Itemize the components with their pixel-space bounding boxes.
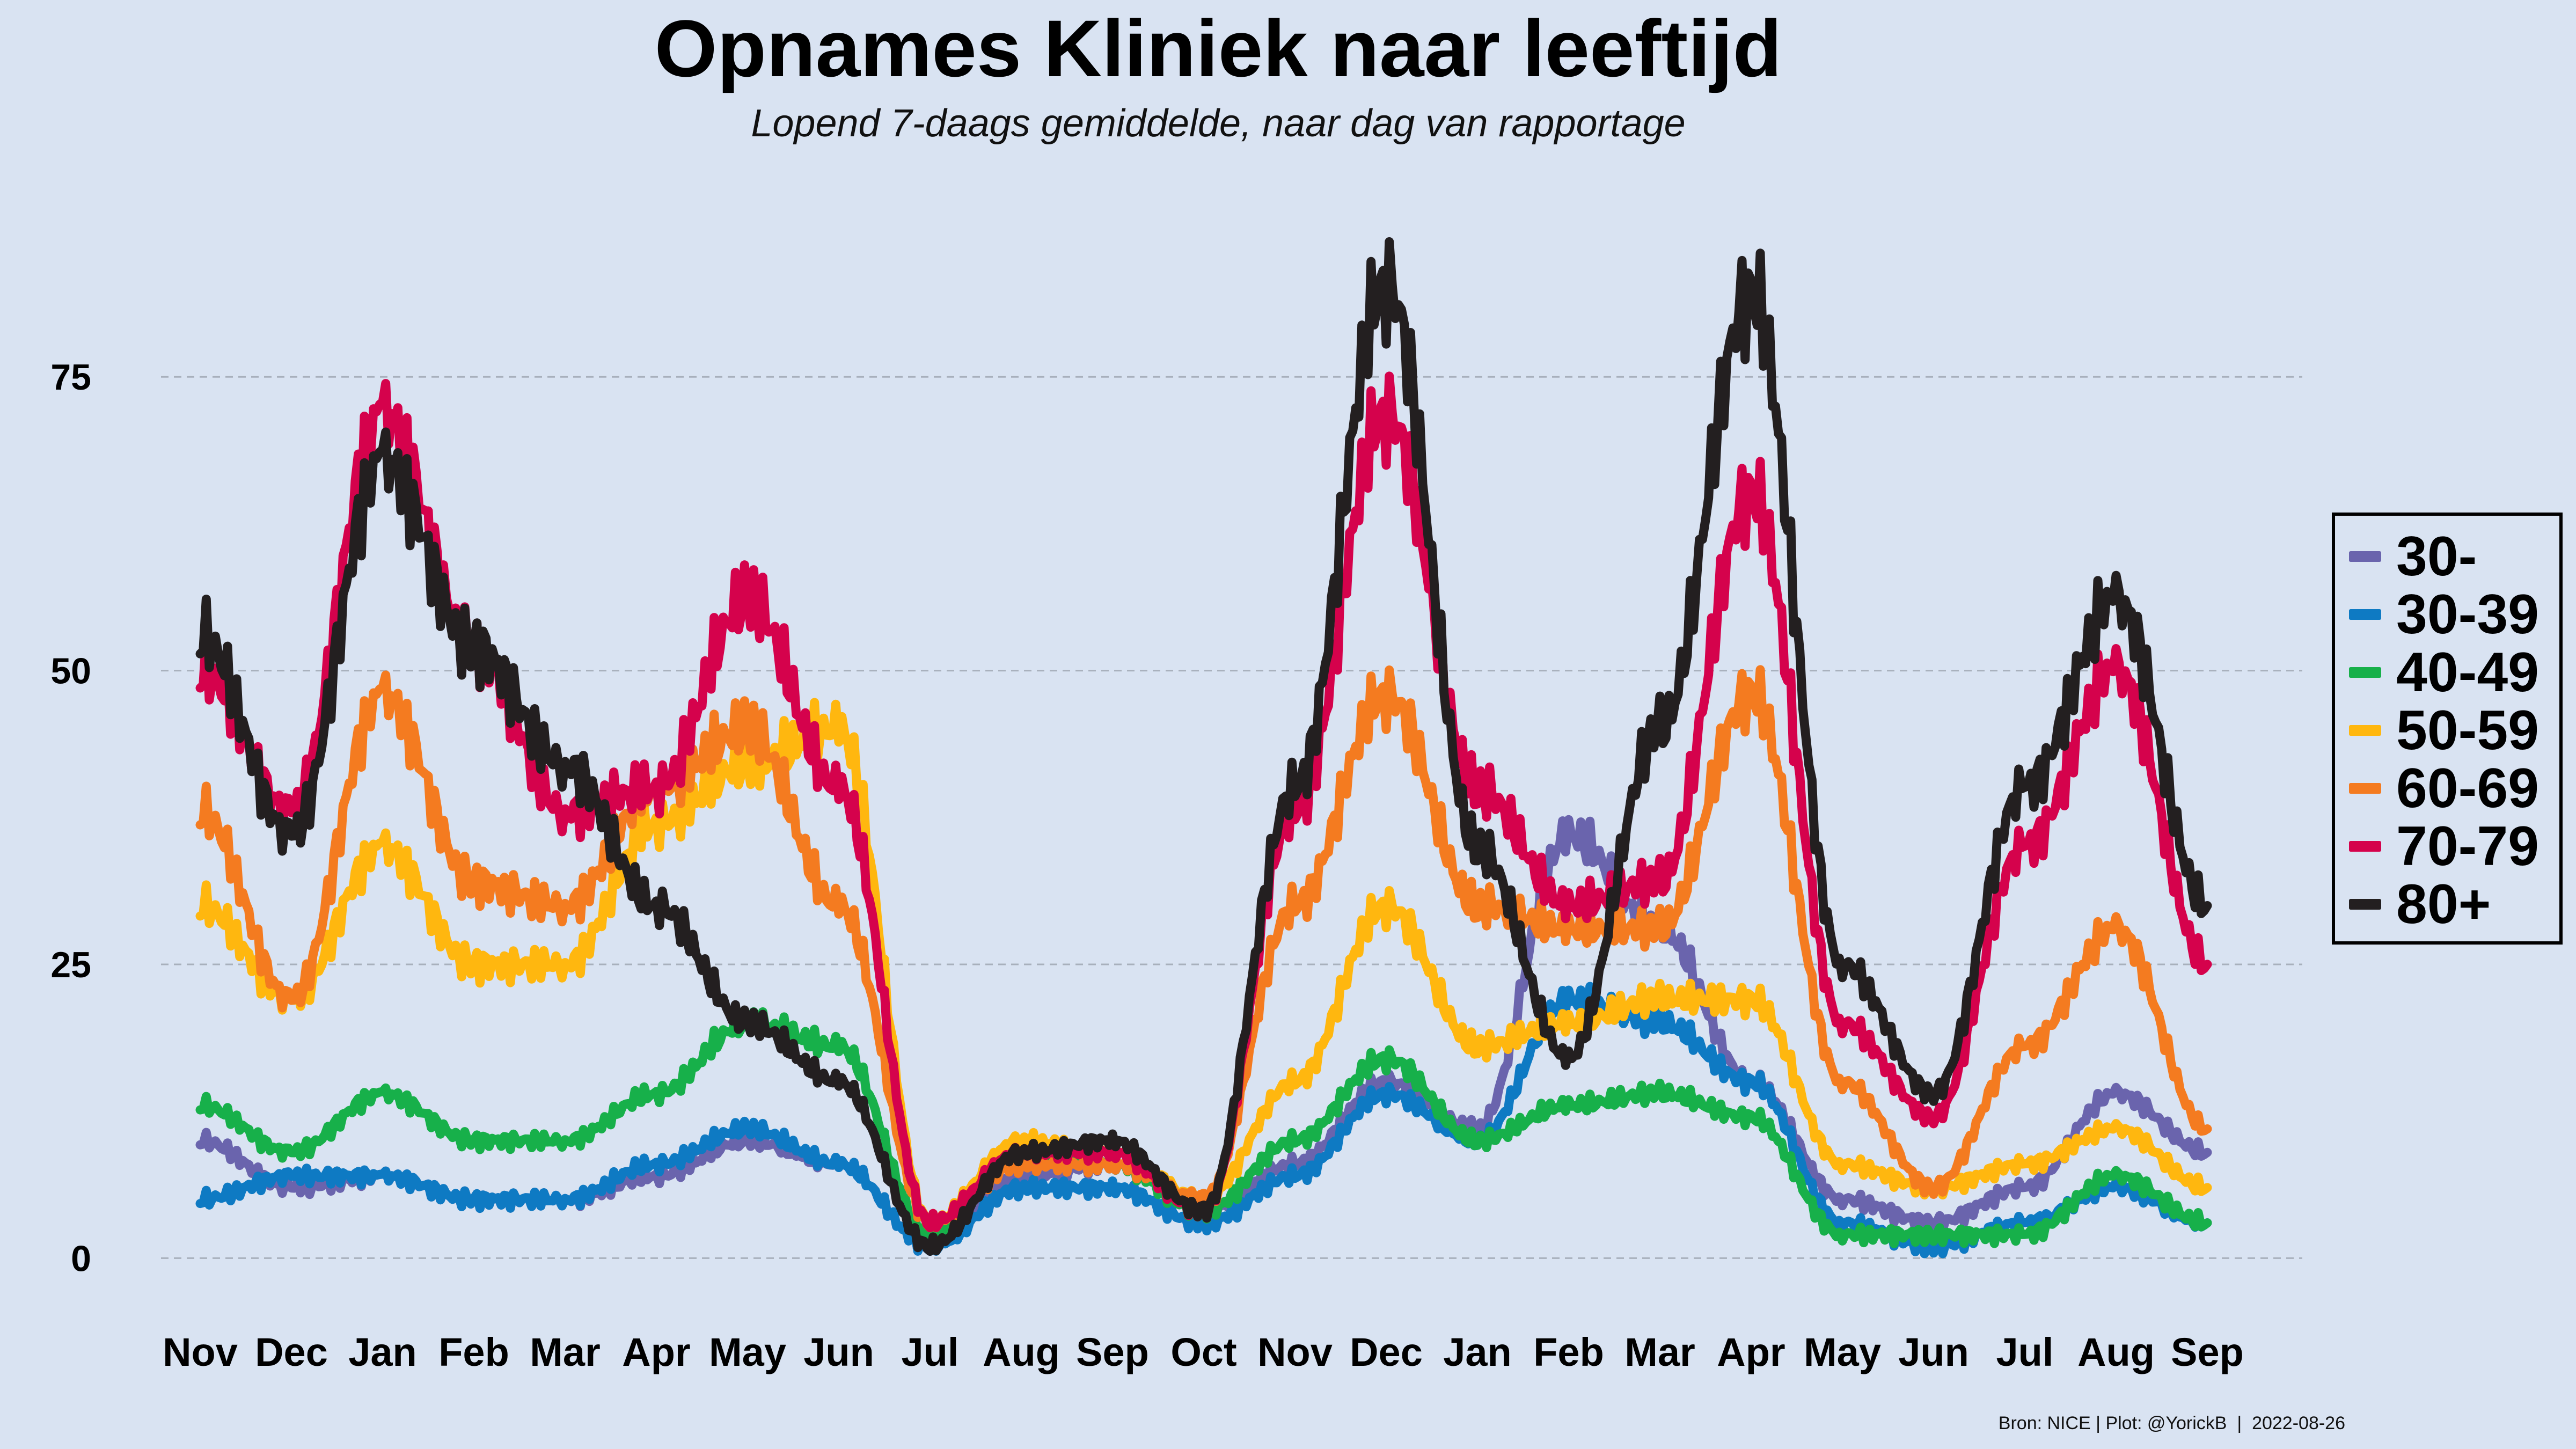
x-tick-label: Dec xyxy=(1350,1330,1423,1374)
x-tick-label: Jun xyxy=(1898,1330,1969,1374)
y-tick-label: 75 xyxy=(50,357,91,398)
chart-subtitle: Lopend 7-daags gemiddelde, naar dag van … xyxy=(751,102,1686,145)
x-tick-label: Oct xyxy=(1170,1330,1236,1374)
series-lines xyxy=(195,237,2212,1258)
y-axis-ticks: 0 25 50 75 xyxy=(50,357,91,1279)
legend-item: 40-49 xyxy=(2335,643,2559,701)
legend-label: 40-49 xyxy=(2396,641,2539,704)
x-tick-label: Jul xyxy=(902,1330,959,1374)
gridlines xyxy=(161,376,2302,1259)
legend-item: 70-79 xyxy=(2335,817,2559,875)
legend-swatch xyxy=(2349,551,2381,562)
chart-title: Opnames Kliniek naar leeftijd xyxy=(654,3,1782,93)
x-tick-label: Nov xyxy=(1257,1330,1333,1374)
legend-swatch xyxy=(2349,609,2381,620)
x-tick-label: Sep xyxy=(2171,1330,2244,1374)
legend: 30- 30-39 40-49 50-59 60-69 70-79 80+ xyxy=(2332,513,2563,945)
legend-label: 60-69 xyxy=(2396,757,2539,819)
x-tick-label: Jun xyxy=(803,1330,874,1374)
x-tick-label: Aug xyxy=(983,1330,1060,1374)
x-tick-label: May xyxy=(709,1330,786,1374)
x-tick-label: Apr xyxy=(622,1330,690,1374)
legend-swatch xyxy=(2349,783,2381,794)
legend-swatch xyxy=(2349,667,2381,678)
legend-label: 30-39 xyxy=(2396,583,2539,646)
legend-label: 80+ xyxy=(2396,873,2491,935)
x-tick-label: Nov xyxy=(163,1330,238,1374)
x-tick-label: Sep xyxy=(1076,1330,1149,1374)
legend-label: 50-59 xyxy=(2396,699,2539,762)
legend-label: 70-79 xyxy=(2396,815,2539,877)
legend-swatch xyxy=(2349,841,2381,852)
legend-swatch xyxy=(2349,725,2381,736)
x-tick-label: Apr xyxy=(1717,1330,1785,1374)
x-tick-label: Jul xyxy=(1996,1330,2054,1374)
legend-item: 30- xyxy=(2335,528,2559,586)
x-tick-label: Feb xyxy=(438,1330,509,1374)
x-tick-label: Aug xyxy=(2077,1330,2155,1374)
x-tick-label: Mar xyxy=(1624,1330,1695,1374)
x-tick-label: Dec xyxy=(255,1330,328,1374)
y-tick-label: 0 xyxy=(71,1238,91,1279)
legend-item: 50-59 xyxy=(2335,701,2559,759)
y-tick-label: 50 xyxy=(50,651,91,692)
x-axis-ticks: Nov Dec Jan Feb Mar Apr May Jun Jul Aug Sep Oct Nov D… xyxy=(163,1330,2244,1374)
x-tick-label: Jan xyxy=(1443,1330,1512,1374)
y-tick-label: 25 xyxy=(50,945,91,985)
series-line-70-79 xyxy=(195,371,2212,1233)
legend-item: 80+ xyxy=(2335,875,2559,933)
legend-item: 60-69 xyxy=(2335,759,2559,817)
x-tick-label: Jan xyxy=(348,1330,417,1374)
x-tick-label: May xyxy=(1804,1330,1881,1374)
series-line-60-69 xyxy=(195,665,2212,1233)
legend-item: 30-39 xyxy=(2335,586,2559,643)
legend-swatch xyxy=(2349,899,2381,910)
legend-label: 30- xyxy=(2396,525,2477,588)
source-note: Bron: NICE | Plot: @YorickB | 2022-08-26 xyxy=(1998,1413,2345,1433)
series-line-80+ xyxy=(195,237,2212,1256)
x-tick-label: Mar xyxy=(530,1330,601,1374)
x-tick-label: Feb xyxy=(1533,1330,1604,1374)
